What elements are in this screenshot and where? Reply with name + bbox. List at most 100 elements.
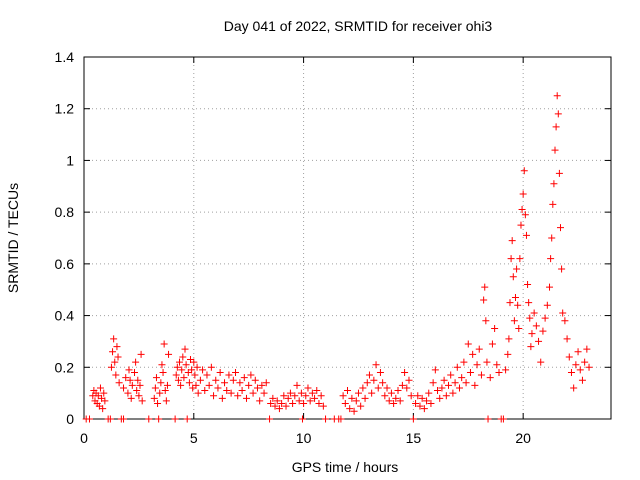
data-point (154, 399, 162, 407)
data-point (192, 381, 200, 389)
data-point (171, 415, 179, 423)
data-point (145, 415, 153, 423)
data-point (392, 394, 400, 402)
data-point (524, 281, 532, 289)
data-points (82, 92, 593, 423)
data-point (284, 394, 292, 402)
data-point (174, 376, 182, 384)
data-point (126, 376, 134, 384)
y-tick-label: 0 (66, 411, 74, 427)
x-tick-label: 10 (296, 430, 312, 446)
data-point (96, 384, 104, 392)
data-point (183, 415, 191, 423)
data-point (532, 322, 540, 330)
data-point (368, 389, 376, 397)
data-point (520, 167, 528, 175)
data-point (505, 335, 513, 343)
data-point (173, 363, 181, 371)
data-point (298, 415, 306, 423)
data-point (493, 361, 501, 369)
data-point (210, 392, 218, 400)
data-point (508, 237, 516, 245)
y-tick-label: 0.6 (55, 256, 75, 272)
data-point (559, 309, 567, 317)
data-point (158, 361, 166, 369)
data-point (125, 366, 133, 374)
data-point (115, 379, 123, 387)
data-point (438, 384, 446, 392)
data-point (539, 327, 547, 335)
y-tick-label: 1 (66, 152, 74, 168)
data-point (453, 363, 461, 371)
data-point (483, 358, 491, 366)
data-point (495, 368, 503, 376)
data-point (150, 394, 158, 402)
data-point (556, 224, 564, 232)
data-point (181, 345, 189, 353)
data-point (205, 381, 213, 389)
data-point (486, 374, 494, 382)
data-point (466, 368, 474, 376)
data-point (227, 389, 235, 397)
data-point (458, 374, 466, 382)
data-point (199, 366, 207, 374)
data-point (513, 265, 521, 273)
x-axis-label: GPS time / hours (292, 459, 399, 475)
data-point (480, 296, 488, 304)
data-point (546, 283, 554, 291)
data-point (242, 394, 250, 402)
data-point (308, 389, 316, 397)
data-point (442, 392, 450, 400)
data-point (337, 415, 345, 423)
data-point (449, 389, 457, 397)
data-point (374, 384, 382, 392)
data-point (260, 389, 268, 397)
data-point (124, 389, 132, 397)
x-tick-label: 20 (515, 430, 531, 446)
data-point (293, 381, 301, 389)
data-point (396, 397, 404, 405)
data-point (585, 363, 593, 371)
data-point (491, 325, 499, 332)
data-point (460, 358, 468, 366)
data-point (286, 389, 294, 397)
data-point (128, 381, 136, 389)
data-point (583, 345, 591, 353)
data-point (135, 392, 143, 400)
data-point (549, 200, 557, 208)
data-point (178, 366, 186, 374)
data-point (434, 387, 442, 395)
data-point (180, 374, 188, 382)
data-point (155, 415, 163, 423)
data-point (475, 345, 483, 353)
data-point (313, 387, 321, 395)
axis-ticks: 0 0.2 0.4 0.6 0.8 1 1.2 1.4 0 5 10 15 20 (55, 49, 611, 446)
data-point (554, 110, 562, 118)
data-point (136, 381, 144, 389)
data-point (581, 358, 589, 366)
data-point (398, 381, 406, 389)
data-point (509, 273, 517, 281)
data-point (401, 368, 409, 376)
data-point (488, 340, 496, 348)
data-point (319, 402, 327, 410)
data-point (191, 371, 199, 379)
data-point (537, 358, 545, 366)
data-point (346, 405, 354, 413)
data-point (134, 376, 142, 384)
data-point (258, 381, 266, 389)
data-point (526, 314, 534, 322)
data-point (280, 392, 288, 400)
data-point (159, 368, 167, 376)
data-point (120, 415, 128, 423)
data-point (177, 381, 185, 389)
data-point (278, 399, 286, 407)
data-point (370, 376, 378, 384)
data-point (548, 234, 556, 242)
data-point (317, 392, 325, 400)
data-point (455, 384, 463, 392)
data-point (484, 415, 492, 423)
data-point (471, 381, 479, 389)
data-point (473, 361, 481, 369)
